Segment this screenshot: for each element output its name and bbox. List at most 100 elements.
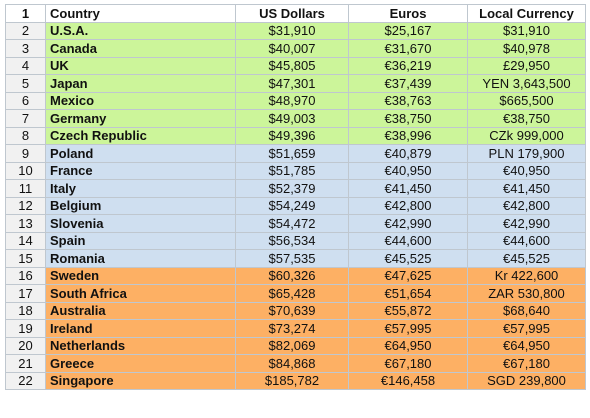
eur-cell[interactable]: €31,670 [348,39,468,58]
eur-cell[interactable]: €38,750 [348,109,468,128]
usd-cell[interactable]: $31,910 [235,21,349,40]
country-cell[interactable]: UK [45,56,236,75]
country-cell[interactable]: Spain [45,231,236,250]
usd-cell[interactable]: $51,659 [235,144,349,163]
country-cell[interactable]: Germany [45,109,236,128]
header-usd-cell[interactable]: US Dollars [235,4,349,23]
local-currency-cell[interactable]: PLN 179,900 [467,144,586,163]
country-cell[interactable]: Japan [45,74,236,93]
eur-cell[interactable]: €38,763 [348,91,468,110]
eur-cell[interactable]: €51,654 [348,284,468,303]
usd-cell[interactable]: $65,428 [235,284,349,303]
local-currency-cell[interactable]: €41,450 [467,179,586,198]
row-number-cell[interactable]: 12 [5,196,46,215]
row-number-cell[interactable]: 7 [5,109,46,128]
eur-cell[interactable]: €37,439 [348,74,468,93]
country-cell[interactable]: South Africa [45,284,236,303]
row-number-cell[interactable]: 20 [5,336,46,355]
row-number-cell[interactable]: 13 [5,214,46,233]
usd-cell[interactable]: $84,868 [235,354,349,373]
usd-cell[interactable]: $52,379 [235,179,349,198]
local-currency-cell[interactable]: €64,950 [467,336,586,355]
eur-cell[interactable]: €41,450 [348,179,468,198]
local-currency-cell[interactable]: £29,950 [467,56,586,75]
local-currency-cell[interactable]: ZAR 530,800 [467,284,586,303]
eur-cell[interactable]: €44,600 [348,231,468,250]
eur-cell[interactable]: €42,800 [348,196,468,215]
eur-cell[interactable]: €47,625 [348,266,468,285]
header-local-currency-cell[interactable]: Local Currency [467,4,586,23]
country-cell[interactable]: Australia [45,301,236,320]
row-number-cell[interactable]: 6 [5,91,46,110]
country-cell[interactable]: Greece [45,354,236,373]
country-cell[interactable]: Canada [45,39,236,58]
row-number-cell[interactable]: 18 [5,301,46,320]
usd-cell[interactable]: $40,007 [235,39,349,58]
usd-cell[interactable]: $54,249 [235,196,349,215]
local-currency-cell[interactable]: €45,525 [467,249,586,268]
local-currency-cell[interactable]: €67,180 [467,354,586,373]
eur-cell[interactable]: €64,950 [348,336,468,355]
row-number-cell[interactable]: 4 [5,56,46,75]
eur-cell[interactable]: €67,180 [348,354,468,373]
local-currency-cell[interactable]: $40,978 [467,39,586,58]
eur-cell[interactable]: €40,950 [348,161,468,180]
eur-cell[interactable]: €45,525 [348,249,468,268]
country-cell[interactable]: U.S.A. [45,21,236,40]
country-cell[interactable]: Netherlands [45,336,236,355]
eur-cell[interactable]: $25,167 [348,21,468,40]
local-currency-cell[interactable]: CZk 999,000 [467,126,586,145]
row-number-cell[interactable]: 10 [5,161,46,180]
local-currency-cell[interactable]: Kr 422,600 [467,266,586,285]
row-number-cell[interactable]: 2 [5,21,46,40]
header-eur-cell[interactable]: Euros [348,4,468,23]
eur-cell[interactable]: €55,872 [348,301,468,320]
usd-cell[interactable]: $47,301 [235,74,349,93]
local-currency-cell[interactable]: $665,500 [467,91,586,110]
country-cell[interactable]: Sweden [45,266,236,285]
usd-cell[interactable]: $82,069 [235,336,349,355]
usd-cell[interactable]: $60,326 [235,266,349,285]
country-cell[interactable]: Poland [45,144,236,163]
country-cell[interactable]: Romania [45,249,236,268]
row-number-cell[interactable]: 9 [5,144,46,163]
row-number-cell[interactable]: 22 [5,371,46,390]
country-cell[interactable]: Ireland [45,319,236,338]
row-number-cell[interactable]: 5 [5,74,46,93]
local-currency-cell[interactable]: €42,990 [467,214,586,233]
row-number-cell[interactable]: 21 [5,354,46,373]
country-cell[interactable]: Italy [45,179,236,198]
country-cell[interactable]: Czech Republic [45,126,236,145]
usd-cell[interactable]: $56,534 [235,231,349,250]
local-currency-cell[interactable]: $31,910 [467,21,586,40]
local-currency-cell[interactable]: YEN 3,643,500 [467,74,586,93]
eur-cell[interactable]: €40,879 [348,144,468,163]
row-number-cell[interactable]: 11 [5,179,46,198]
row-number-cell[interactable]: 17 [5,284,46,303]
eur-cell[interactable]: €36,219 [348,56,468,75]
usd-cell[interactable]: $48,970 [235,91,349,110]
row-number-cell[interactable]: 15 [5,249,46,268]
local-currency-cell[interactable]: €40,950 [467,161,586,180]
country-cell[interactable]: Belgium [45,196,236,215]
country-cell[interactable]: Singapore [45,371,236,390]
usd-cell[interactable]: $185,782 [235,371,349,390]
usd-cell[interactable]: $57,535 [235,249,349,268]
usd-cell[interactable]: $73,274 [235,319,349,338]
row-number-cell[interactable]: 1 [5,4,46,23]
usd-cell[interactable]: $45,805 [235,56,349,75]
row-number-cell[interactable]: 19 [5,319,46,338]
local-currency-cell[interactable]: SGD 239,800 [467,371,586,390]
local-currency-cell[interactable]: $68,640 [467,301,586,320]
row-number-cell[interactable]: 16 [5,266,46,285]
local-currency-cell[interactable]: €57,995 [467,319,586,338]
eur-cell[interactable]: €57,995 [348,319,468,338]
row-number-cell[interactable]: 8 [5,126,46,145]
local-currency-cell[interactable]: €42,800 [467,196,586,215]
eur-cell[interactable]: €42,990 [348,214,468,233]
header-country-cell[interactable]: Country [45,4,236,23]
eur-cell[interactable]: €38,996 [348,126,468,145]
eur-cell[interactable]: €146,458 [348,371,468,390]
local-currency-cell[interactable]: €44,600 [467,231,586,250]
country-cell[interactable]: Slovenia [45,214,236,233]
